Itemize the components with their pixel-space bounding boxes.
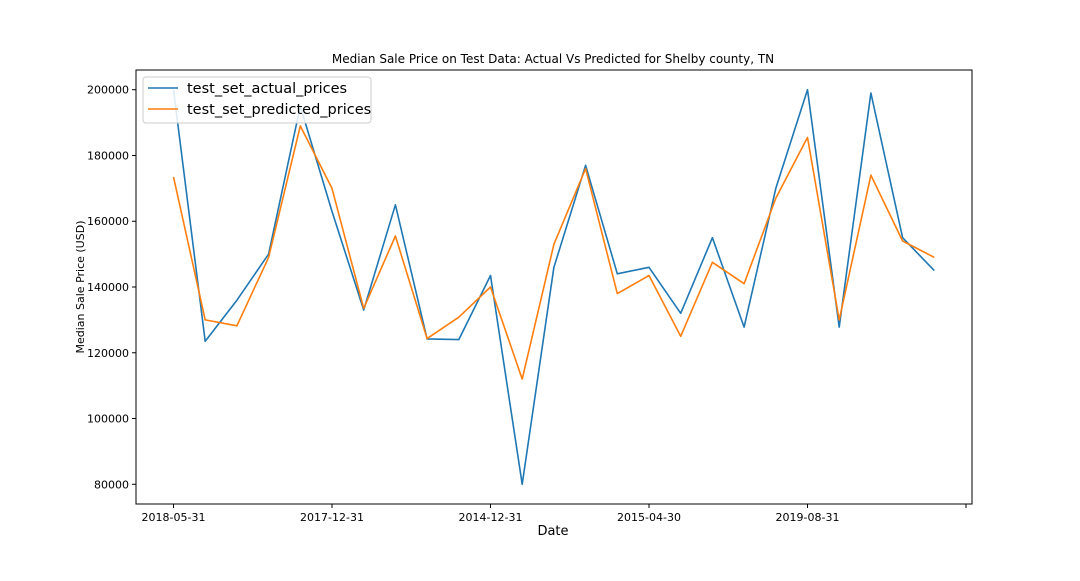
legend-label-actual: test_set_actual_prices [187,81,347,97]
legend-box [142,76,372,124]
y-tick-label: 80000 [94,478,129,491]
y-tick-label: 200000 [87,84,129,97]
y-axis: 80000 100000 120000 140000 160000 180000 20000… [87,84,136,491]
y-tick-label: 180000 [87,149,129,162]
x-tick-label: 2014-12-31 [459,511,523,524]
legend: test_set_actual_prices test_set_predicte… [142,76,372,124]
y-tick-label: 120000 [87,347,129,360]
legend-label-predicted: test_set_predicted_prices [187,102,371,118]
x-tick-label: 2018-05-31 [142,511,206,524]
x-tick-label: 2019-08-31 [776,511,840,524]
x-axis-title: Date [537,524,568,539]
y-tick-label: 100000 [87,413,129,426]
x-tick-label: 2017-12-31 [300,511,364,524]
x-axis: 2018-05-31 2017-12-31 2014-12-31 2015-04-30… [142,504,967,524]
y-tick-label: 160000 [87,215,129,228]
series-line-predicted [172,125,935,380]
chart-title: Median Sale Price on Test Data: Actual V… [332,52,774,66]
y-tick-label: 140000 [87,281,129,294]
y-axis-title: Median Sale Price (USD) [74,221,87,354]
x-tick-label: 2015-04-30 [617,511,681,524]
